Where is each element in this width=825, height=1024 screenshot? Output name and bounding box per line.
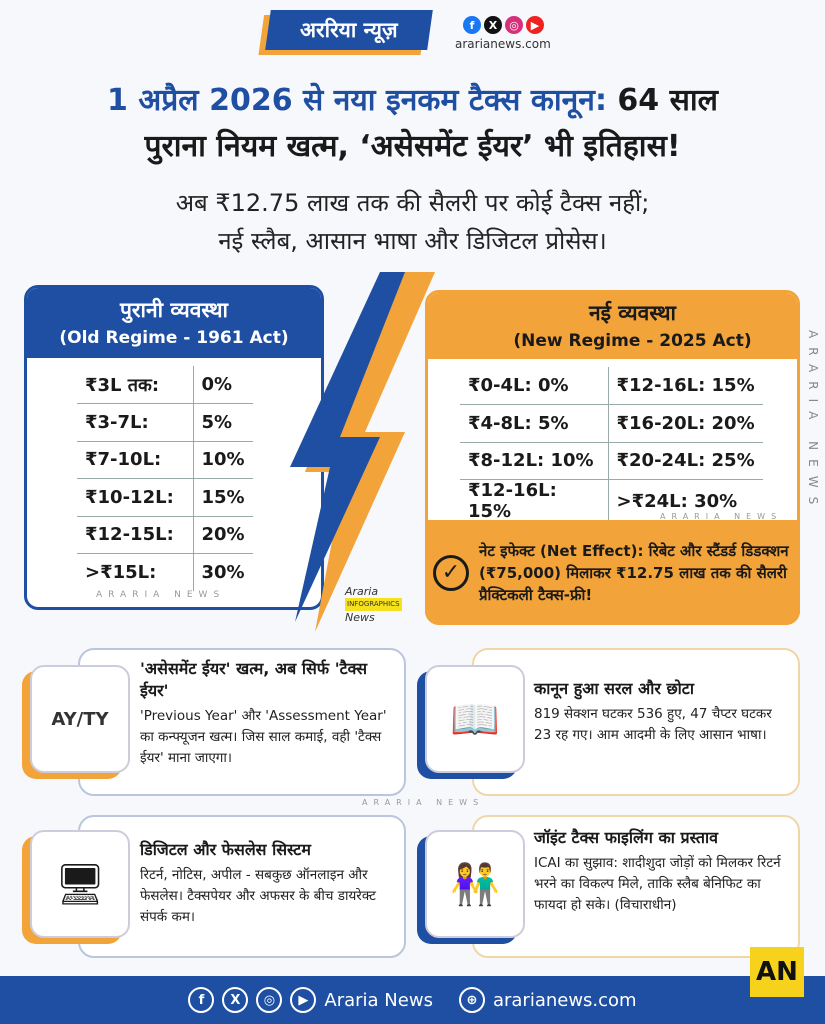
rate-cell: 20% (193, 516, 253, 554)
old-regime-row: ₹3L तक: 0% (77, 366, 253, 404)
footer-site[interactable]: ararianews.com (492, 989, 637, 1011)
new-regime-row: ₹8-12L: 10% ₹20-24L: 25% (460, 442, 763, 480)
footer: f X ◎ ▶ Araria News ⊕ ararianews.com (0, 976, 825, 1024)
slab-cell: ₹3L तक: (77, 366, 194, 404)
old-regime-row: ₹10-12L: 15% (77, 478, 253, 517)
check-icon: ✓ (433, 554, 469, 591)
slab-rate-cell: ₹16-20L: 20% (608, 404, 763, 443)
watermark: ARARIA NEWS (660, 512, 783, 521)
new-regime-row: ₹0-4L: 0% ₹12-16L: 15% (460, 367, 763, 405)
youtube-icon[interactable]: ▶ (290, 987, 317, 1013)
vertical-watermark: ARARIA NEWS (806, 330, 820, 514)
book-icon: 📖 (425, 665, 525, 773)
rate-cell: 10% (193, 441, 253, 479)
card-simple-law: कानून हुआ सरल और छोटा 819 सेक्शन घटकर 536… (472, 648, 800, 796)
slab-rate-cell: ₹12-16L: 15% (460, 479, 609, 522)
card-digital-system: डिजिटल और फेसलेस सिस्टम रिटर्न, नोटिस, अप… (78, 815, 406, 958)
site-url: ararianews.com (455, 37, 551, 51)
brand-logo: अररिया न्यूज़ (265, 10, 433, 50)
rate-cell: 15% (193, 478, 253, 517)
new-regime-panel: नई व्यवस्था (New Regime - 2025 Act) ₹0-4L… (425, 290, 800, 625)
watermark: ARARIA NEWS (362, 798, 485, 807)
rate-cell: 5% (193, 403, 253, 442)
old-regime-row: ₹3-7L: 5% (77, 403, 253, 442)
slab-rate-cell: ₹8-12L: 10% (460, 442, 609, 480)
old-regime-table: ₹3L तक: 0% ₹3-7L: 5% ₹7-10L: 10% ₹10-12L: 15% ₹1… (77, 366, 253, 591)
slab-rate-cell: ₹12-16L: 15% (608, 367, 763, 405)
youtube-icon[interactable]: ▶ (526, 16, 544, 34)
instagram-icon[interactable]: ◎ (256, 987, 283, 1013)
card-tax-year: 'असेसमेंट ईयर' खत्म, अब सिर्फ 'टैक्स ईयर… (78, 648, 406, 796)
slab-rate-cell: >₹24L: 30% (616, 490, 738, 512)
calendar-icon: AY/TY (30, 665, 130, 773)
watermark: ARARIA NEWS (96, 590, 226, 600)
facebook-icon[interactable]: f (188, 987, 215, 1013)
slab-rate-cell: ₹20-24L: 25% (608, 442, 763, 480)
globe-icon: ⊕ (458, 987, 485, 1013)
new-regime-row: ₹4-8L: 5% ₹16-20L: 20% (460, 404, 763, 443)
old-regime-row: ₹12-15L: 20% (77, 516, 253, 554)
social-icons: f X ◎ ▶ (463, 16, 544, 34)
an-logo: AN (750, 947, 804, 997)
card-joint-filing: जॉइंट टैक्स फाइलिंग का प्रस्ताव ICAI का स… (472, 815, 800, 958)
slab-cell: ₹7-10L: (77, 441, 194, 479)
old-regime-panel: पुरानी व्यवस्था (Old Regime - 1961 Act) ₹… (24, 285, 324, 610)
slab-rate-cell: ₹0-4L: 0% (460, 367, 609, 405)
slab-rate-cell: ₹4-8L: 5% (460, 404, 609, 443)
old-regime-row: >₹15L: 30% (77, 553, 253, 591)
infographics-stamp: Araria INFOGRAPHICS News (345, 585, 402, 624)
subheadline: अब ₹12.75 लाख तक की सैलरी पर कोई टैक्स न… (175, 189, 650, 255)
facebook-icon[interactable]: f (463, 16, 481, 34)
slab-cell: ₹10-12L: (77, 478, 194, 517)
footer-brand[interactable]: Araria News (324, 989, 433, 1011)
slab-cell: ₹12-15L: (77, 516, 194, 554)
old-regime-row: ₹7-10L: 10% (77, 441, 253, 479)
couple-tax-icon: 👫 (425, 830, 525, 938)
computer-cloud-icon: 🖥 (30, 830, 130, 938)
slab-cell: >₹15L: (77, 553, 194, 591)
new-regime-table: ₹0-4L: 0% ₹12-16L: 15% ₹4-8L: 5% ₹16-20L: 2… (460, 367, 763, 522)
lightning-bolt-divider (290, 272, 435, 632)
slab-cell: ₹3-7L: (77, 403, 194, 442)
x-icon[interactable]: X (222, 987, 249, 1013)
instagram-icon[interactable]: ◎ (505, 16, 523, 34)
new-regime-row: ₹12-16L: 15% >₹24L: 30% (460, 479, 763, 522)
net-effect-box: ✓ नेट इफेक्ट (Net Effect): रिबेट और स्टै… (425, 520, 800, 625)
rate-cell: 0% (193, 366, 253, 404)
x-icon[interactable]: X (484, 16, 502, 34)
headline: 1 अप्रैल 2026 से नया इनकम टैक्स कानून: 6… (107, 83, 718, 164)
rate-cell: 30% (201, 562, 245, 583)
